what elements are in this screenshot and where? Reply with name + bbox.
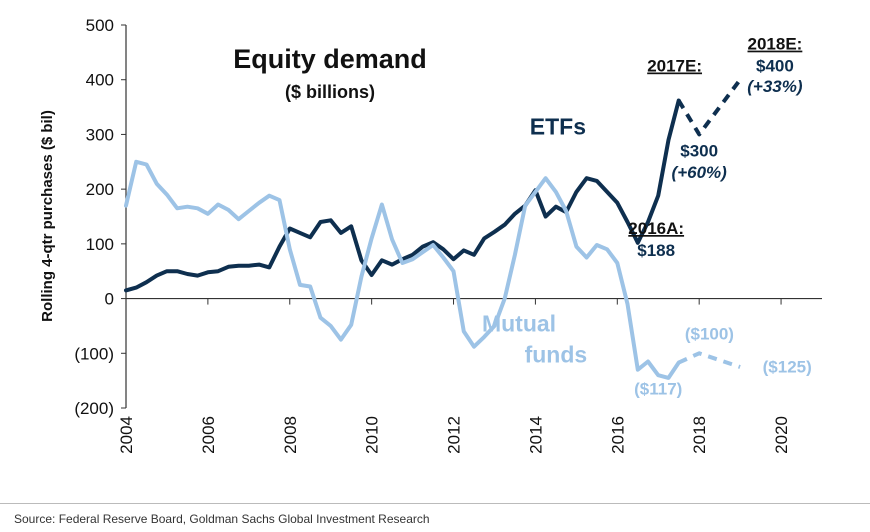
y-tick-label: 300 [86,125,114,144]
annotation-label: (+60%) [672,163,728,182]
annotation-label: $300 [680,141,718,160]
x-tick-label: 2010 [363,416,382,454]
annotation-label: $188 [637,241,675,260]
axes: (200) (100) 0 100 200 300 400 500 2004 2006 2008 20… [74,16,822,454]
series-line-mutual-funds [124,159,681,380]
y-tick-label: 500 [86,16,114,35]
annotation-label: 2016A: [628,219,684,238]
chart-subtitle: ($ billions) [285,82,375,102]
y-tick-label: (200) [74,399,114,418]
annotation-label: ($117) [634,379,682,398]
y-tick-label: 100 [86,235,114,254]
y-tick-label: (100) [74,344,114,363]
y-tick-label: 400 [86,71,114,90]
series-line-mutual-funds-projection [677,351,741,369]
x-tick-label: 2006 [199,416,218,454]
source-note: Source: Federal Reserve Board, Goldman S… [14,512,430,526]
x-tick-label: 2008 [281,416,300,454]
chart: (200) (100) 0 100 200 300 400 500 2004 2006 2008 20… [39,16,822,454]
x-tick-label: 2020 [772,416,791,454]
footer-rule [0,503,870,504]
annotation-label: funds [525,342,588,368]
series-line-etfs-projection [676,78,742,137]
annotations: ETFs Mutual funds 2016A: $188 2017E: $300 (+60%… [482,35,812,399]
x-tick-label: 2014 [526,416,545,454]
annotation-label: Mutual [482,310,556,336]
annotation-label: ETFs [530,113,586,139]
annotation-label: ($125) [763,357,812,376]
y-axis-label: Rolling 4-qtr purchases ($ bil) [39,110,56,322]
annotation-label: 2018E: [748,35,803,54]
annotation-label: (+33%) [747,77,803,96]
x-tick-label: 2018 [690,416,709,454]
x-tick-label: 2004 [117,416,136,454]
chart-title: Equity demand [233,44,427,74]
annotation-label: ($100) [685,325,734,344]
x-tick-label: 2012 [445,416,464,454]
series-group [124,78,742,380]
x-tick-label: 2016 [608,416,627,454]
y-tick-label: 200 [86,180,114,199]
y-tick-label: 0 [105,290,114,309]
annotation-label: 2017E: [647,57,702,76]
annotation-label: $400 [756,57,794,76]
